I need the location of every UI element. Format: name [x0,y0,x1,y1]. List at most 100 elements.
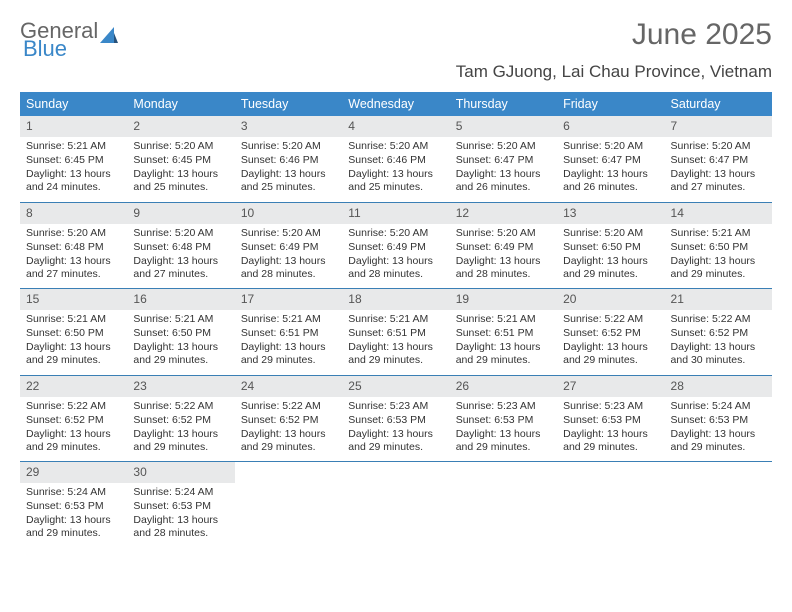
daylight-line: Daylight: 13 hours and 29 minutes. [563,428,658,454]
day-cell: 23Sunrise: 5:22 AMSunset: 6:52 PMDayligh… [127,376,234,462]
day-number: 13 [557,203,664,224]
day-cell-body: Sunrise: 5:20 AMSunset: 6:45 PMDaylight:… [127,137,234,202]
daylight-line: Daylight: 13 hours and 29 minutes. [456,428,551,454]
daylight-line: Daylight: 13 hours and 28 minutes. [241,255,336,281]
daylight-line: Daylight: 13 hours and 29 minutes. [133,341,228,367]
day-cell-body: Sunrise: 5:20 AMSunset: 6:48 PMDaylight:… [20,224,127,289]
day-cell [235,462,342,548]
day-header-cell: Sunday [20,92,127,116]
day-header-cell: Monday [127,92,234,116]
day-cell: 1Sunrise: 5:21 AMSunset: 6:45 PMDaylight… [20,116,127,202]
day-number [450,462,557,483]
day-cell-body: Sunrise: 5:21 AMSunset: 6:50 PMDaylight:… [20,310,127,375]
day-cell-body: Sunrise: 5:22 AMSunset: 6:52 PMDaylight:… [665,310,772,375]
sunrise-line: Sunrise: 5:20 AM [348,140,443,153]
day-header-cell: Friday [557,92,664,116]
sunrise-line: Sunrise: 5:20 AM [563,140,658,153]
sunrise-line: Sunrise: 5:20 AM [241,227,336,240]
sunset-line: Sunset: 6:53 PM [563,414,658,427]
day-cell-body: Sunrise: 5:23 AMSunset: 6:53 PMDaylight:… [450,397,557,462]
sunset-line: Sunset: 6:46 PM [241,154,336,167]
day-cell: 29Sunrise: 5:24 AMSunset: 6:53 PMDayligh… [20,462,127,548]
sunset-line: Sunset: 6:49 PM [456,241,551,254]
location: Tam GJuong, Lai Chau Province, Vietnam [20,62,772,82]
day-cell-body: Sunrise: 5:24 AMSunset: 6:53 PMDaylight:… [20,483,127,548]
day-number [235,462,342,483]
day-cell-body: Sunrise: 5:20 AMSunset: 6:46 PMDaylight:… [235,137,342,202]
daylight-line: Daylight: 13 hours and 30 minutes. [671,341,766,367]
day-cell-body: Sunrise: 5:22 AMSunset: 6:52 PMDaylight:… [235,397,342,462]
daylight-line: Daylight: 13 hours and 25 minutes. [348,168,443,194]
sunrise-line: Sunrise: 5:20 AM [133,140,228,153]
sunset-line: Sunset: 6:51 PM [241,327,336,340]
day-number: 26 [450,376,557,397]
day-cell: 10Sunrise: 5:20 AMSunset: 6:49 PMDayligh… [235,203,342,289]
daylight-line: Daylight: 13 hours and 29 minutes. [26,341,121,367]
sunset-line: Sunset: 6:52 PM [671,327,766,340]
day-cell-body: Sunrise: 5:20 AMSunset: 6:49 PMDaylight:… [342,224,449,289]
day-number [342,462,449,483]
sunset-line: Sunset: 6:52 PM [133,414,228,427]
day-cell: 9Sunrise: 5:20 AMSunset: 6:48 PMDaylight… [127,203,234,289]
daylight-line: Daylight: 13 hours and 29 minutes. [26,428,121,454]
day-number: 18 [342,289,449,310]
day-cell: 3Sunrise: 5:20 AMSunset: 6:46 PMDaylight… [235,116,342,202]
day-cell: 19Sunrise: 5:21 AMSunset: 6:51 PMDayligh… [450,289,557,375]
sunset-line: Sunset: 6:52 PM [563,327,658,340]
day-number: 12 [450,203,557,224]
daylight-line: Daylight: 13 hours and 28 minutes. [456,255,551,281]
day-cell-body: Sunrise: 5:20 AMSunset: 6:50 PMDaylight:… [557,224,664,289]
week-row: 15Sunrise: 5:21 AMSunset: 6:50 PMDayligh… [20,288,772,375]
sunset-line: Sunset: 6:49 PM [348,241,443,254]
daylight-line: Daylight: 13 hours and 29 minutes. [456,341,551,367]
day-number: 6 [557,116,664,137]
sunrise-line: Sunrise: 5:24 AM [133,486,228,499]
daylight-line: Daylight: 13 hours and 29 minutes. [348,428,443,454]
daylight-line: Daylight: 13 hours and 29 minutes. [241,428,336,454]
day-cell: 4Sunrise: 5:20 AMSunset: 6:46 PMDaylight… [342,116,449,202]
daylight-line: Daylight: 13 hours and 26 minutes. [456,168,551,194]
day-cell-body: Sunrise: 5:21 AMSunset: 6:51 PMDaylight:… [342,310,449,375]
sunset-line: Sunset: 6:53 PM [26,500,121,513]
day-cell: 18Sunrise: 5:21 AMSunset: 6:51 PMDayligh… [342,289,449,375]
sunset-line: Sunset: 6:45 PM [26,154,121,167]
daylight-line: Daylight: 13 hours and 29 minutes. [671,428,766,454]
day-number: 1 [20,116,127,137]
day-header-cell: Tuesday [235,92,342,116]
day-number: 22 [20,376,127,397]
day-cell: 25Sunrise: 5:23 AMSunset: 6:53 PMDayligh… [342,376,449,462]
sunset-line: Sunset: 6:47 PM [671,154,766,167]
day-cell: 5Sunrise: 5:20 AMSunset: 6:47 PMDaylight… [450,116,557,202]
day-cell: 12 Sunrise: 5:20 AMSunset: 6:49 PMDayligh… [450,203,557,289]
day-cell [557,462,664,548]
sunrise-line: Sunrise: 5:20 AM [456,227,551,240]
day-cell: 6Sunrise: 5:20 AMSunset: 6:47 PMDaylight… [557,116,664,202]
day-cell: 13Sunrise: 5:20 AMSunset: 6:50 PMDayligh… [557,203,664,289]
sail-icon [100,23,118,39]
sunrise-line: Sunrise: 5:20 AM [241,140,336,153]
day-cell [342,462,449,548]
sunrise-line: Sunrise: 5:22 AM [563,313,658,326]
sunset-line: Sunset: 6:50 PM [26,327,121,340]
day-cell: 26Sunrise: 5:23 AMSunset: 6:53 PMDayligh… [450,376,557,462]
day-cell [450,462,557,548]
sunset-line: Sunset: 6:50 PM [563,241,658,254]
logo-text-2: Blue [23,36,67,61]
sunrise-line: Sunrise: 5:20 AM [563,227,658,240]
daylight-line: Daylight: 13 hours and 28 minutes. [348,255,443,281]
day-number: 8 [20,203,127,224]
daylight-line: Daylight: 13 hours and 28 minutes. [133,514,228,540]
day-number: 2 [127,116,234,137]
sunset-line: Sunset: 6:52 PM [26,414,121,427]
day-cell-body: Sunrise: 5:20 AMSunset: 6:49 PMDaylight:… [235,224,342,289]
day-cell-body: Sunrise: 5:24 AMSunset: 6:53 PMDaylight:… [665,397,772,462]
sunrise-line: Sunrise: 5:21 AM [456,313,551,326]
day-header-cell: Wednesday [342,92,449,116]
sunset-line: Sunset: 6:53 PM [456,414,551,427]
day-cell: 22Sunrise: 5:22 AMSunset: 6:52 PMDayligh… [20,376,127,462]
day-cell: 7Sunrise: 5:20 AMSunset: 6:47 PMDaylight… [665,116,772,202]
day-cell: 8Sunrise: 5:20 AMSunset: 6:48 PMDaylight… [20,203,127,289]
day-cell: 24Sunrise: 5:22 AMSunset: 6:52 PMDayligh… [235,376,342,462]
day-cell-body: Sunrise: 5:21 AMSunset: 6:51 PMDaylight:… [450,310,557,375]
day-number: 3 [235,116,342,137]
